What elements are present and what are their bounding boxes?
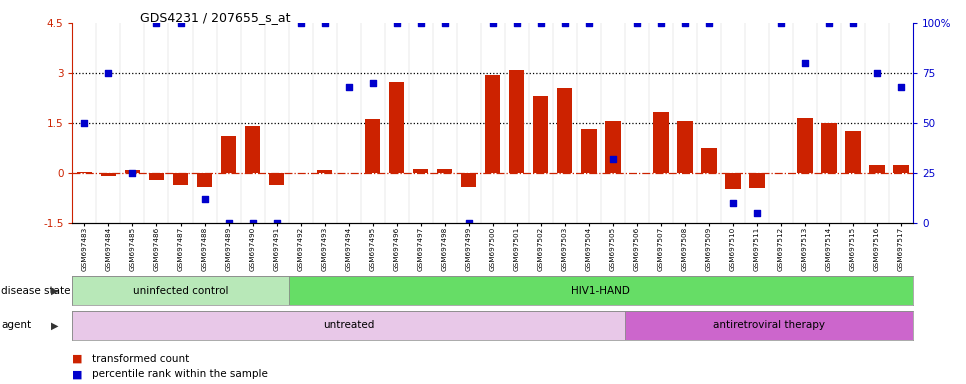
Point — [412, 20, 428, 26]
Point — [125, 170, 140, 176]
Point — [149, 20, 164, 26]
Point — [869, 70, 885, 76]
Point — [677, 20, 693, 26]
Point — [269, 220, 284, 226]
Point — [629, 20, 644, 26]
Bar — [412, 169, 429, 173]
Point — [365, 80, 381, 86]
Point — [845, 20, 861, 26]
Bar — [72, 311, 625, 340]
Bar — [701, 148, 717, 173]
Bar — [677, 121, 693, 173]
Bar — [197, 173, 213, 187]
Bar — [365, 119, 381, 173]
Bar — [293, 173, 308, 174]
Point — [749, 210, 764, 216]
Text: ■: ■ — [72, 354, 83, 364]
Text: GDS4231 / 207655_s_at: GDS4231 / 207655_s_at — [140, 12, 291, 25]
Bar — [509, 70, 525, 173]
Text: uninfected control: uninfected control — [132, 286, 228, 296]
Point — [605, 156, 620, 162]
Bar — [269, 173, 284, 185]
Bar — [149, 173, 164, 180]
Text: percentile rank within the sample: percentile rank within the sample — [92, 369, 268, 379]
Point — [317, 20, 332, 26]
Point — [461, 220, 476, 226]
Bar — [653, 112, 668, 173]
Bar — [72, 276, 289, 305]
Bar — [724, 173, 741, 189]
Bar — [461, 173, 476, 187]
Text: disease state: disease state — [1, 286, 71, 296]
Bar — [797, 118, 812, 173]
Bar — [244, 126, 261, 173]
Bar — [629, 173, 644, 174]
Bar — [125, 170, 140, 173]
Bar — [289, 276, 913, 305]
Text: transformed count: transformed count — [92, 354, 189, 364]
Point — [437, 20, 452, 26]
Text: untreated: untreated — [323, 320, 374, 331]
Point — [341, 84, 356, 90]
Bar — [581, 129, 597, 173]
Bar — [749, 173, 765, 188]
Point — [509, 20, 525, 26]
Bar — [533, 96, 549, 173]
Point — [821, 20, 837, 26]
Point — [173, 20, 188, 26]
Point — [293, 20, 308, 26]
Text: agent: agent — [1, 320, 31, 331]
Bar — [821, 123, 837, 173]
Point — [894, 84, 909, 90]
Bar — [220, 136, 237, 173]
Bar — [869, 166, 885, 173]
Text: antiretroviral therapy: antiretroviral therapy — [713, 320, 825, 331]
Bar — [485, 74, 500, 173]
Text: ■: ■ — [72, 369, 83, 379]
Bar — [388, 82, 405, 173]
Text: ▶: ▶ — [51, 320, 59, 331]
Text: HIV1-HAND: HIV1-HAND — [571, 286, 630, 296]
Point — [389, 20, 405, 26]
Bar — [556, 88, 573, 173]
Bar — [893, 166, 909, 173]
Point — [581, 20, 596, 26]
Point — [773, 20, 788, 26]
Bar — [845, 131, 861, 173]
Bar — [605, 121, 620, 173]
Bar — [341, 173, 356, 174]
Point — [797, 60, 812, 66]
Bar — [100, 173, 116, 176]
Point — [653, 20, 668, 26]
Point — [533, 20, 549, 26]
Bar — [317, 170, 332, 173]
Point — [557, 20, 573, 26]
Bar — [625, 311, 913, 340]
Point — [221, 220, 237, 226]
Point — [100, 70, 116, 76]
Bar — [173, 173, 188, 185]
Bar — [437, 169, 452, 173]
Point — [701, 20, 717, 26]
Point — [485, 20, 500, 26]
Point — [76, 120, 92, 126]
Text: ▶: ▶ — [51, 286, 59, 296]
Point — [725, 200, 741, 206]
Point — [197, 196, 213, 202]
Bar — [76, 172, 93, 173]
Point — [244, 220, 260, 226]
Bar — [773, 173, 788, 174]
